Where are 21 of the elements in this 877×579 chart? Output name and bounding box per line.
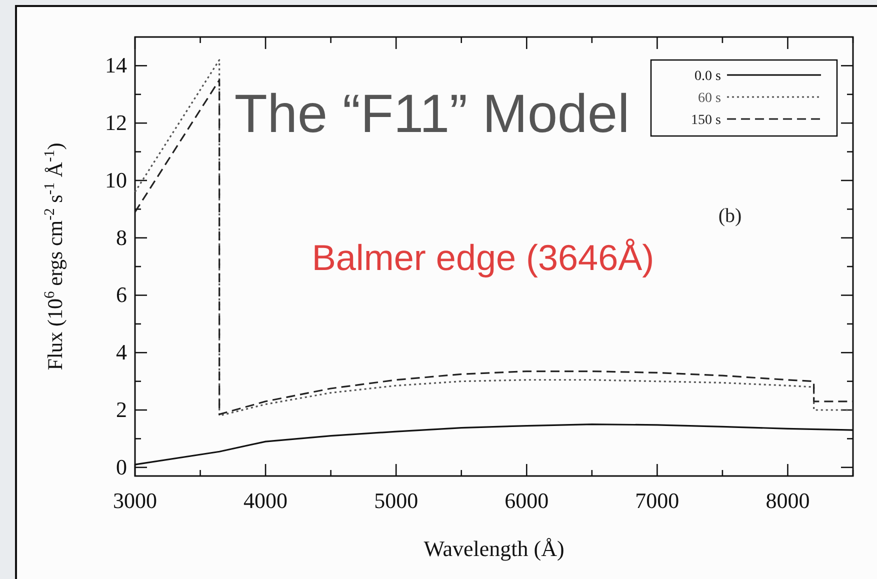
annotation: Balmer edge (3646Å): [312, 237, 654, 278]
x-tick-label: 8000: [766, 488, 810, 513]
text: The “F11” Model: [234, 84, 630, 144]
y-tick-label: 0: [116, 454, 127, 480]
y-tick-label: 12: [105, 110, 127, 136]
y-tick-label: 4: [116, 340, 127, 365]
x-tick-label: 3000: [113, 488, 157, 513]
text: 150 s: [691, 113, 721, 128]
y-tick-label: 14: [105, 52, 127, 78]
x-tick-label: 4000: [244, 488, 288, 513]
y-tick-label: 10: [105, 167, 127, 192]
text: 0.0 s: [694, 69, 721, 84]
y-tick-label: 6: [116, 282, 127, 308]
x-tick-label: 6000: [504, 488, 549, 513]
x-tick-label: 5000: [374, 488, 418, 513]
y-tick-label: 2: [116, 397, 127, 422]
x-axis-title: Wavelength (Å): [424, 536, 564, 561]
annotation: (b): [718, 205, 742, 227]
text: 60 s: [698, 91, 721, 106]
y-tick-label: 8: [116, 224, 127, 250]
x-tick-label: 7000: [635, 488, 680, 513]
